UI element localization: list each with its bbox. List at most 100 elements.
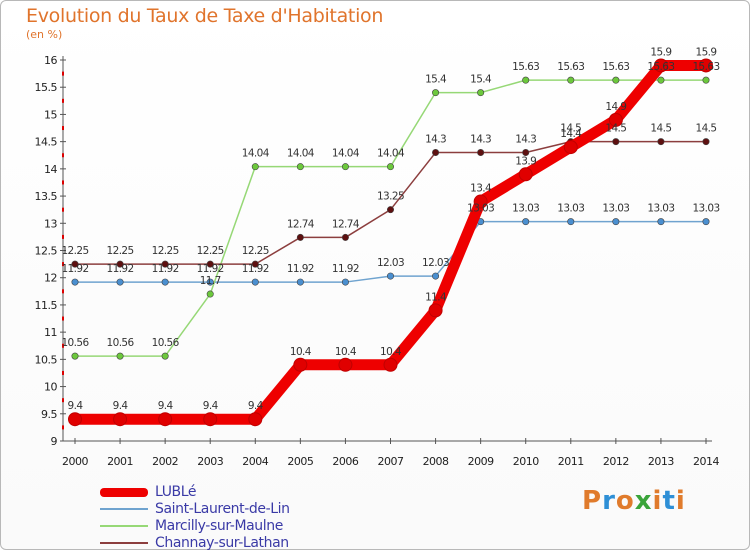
data-point [428,303,443,318]
data-point [518,167,533,182]
y-tick-label: 10.5 [35,353,58,366]
x-tick-label: 2005 [287,455,313,468]
x-tick-label: 2012 [603,455,629,468]
data-label: 12.03 [377,257,404,269]
y-tick-label: 9 [51,435,58,448]
data-point [657,138,665,146]
unit-label: (en %) [26,28,63,41]
legend-swatch [100,487,148,497]
data-label: 14.5 [605,123,626,135]
data-point [296,278,304,286]
data-point [522,149,530,157]
y-tick-label: 13.5 [35,190,58,203]
data-label: 11.92 [152,263,179,275]
brand-letter: x [634,486,653,516]
legend-label: Saint-Laurent-de-Lin [155,501,290,517]
data-point [71,260,79,268]
x-tick-label: 2006 [332,455,358,468]
data-label: 11.92 [61,263,88,275]
data-label: 14.04 [377,148,405,160]
data-label: 14.5 [560,123,581,135]
data-point [338,357,353,372]
data-label: 12.25 [61,245,88,257]
data-label: 14.9 [605,101,626,113]
data-label: 12.25 [242,245,269,257]
y-tick-label: 15 [44,108,57,121]
data-point [71,278,79,286]
data-label: 14.3 [425,134,446,146]
data-label: 15.63 [692,61,719,73]
y-tick-label: 15.5 [35,81,58,94]
data-point [383,357,398,372]
data-label: 15.4 [425,74,447,86]
y-tick-label: 14.5 [35,136,58,149]
data-point [251,163,259,171]
data-label: 9.4 [158,400,174,412]
y-tick-label: 11 [44,326,57,339]
data-point [341,278,349,286]
x-tick-label: 2000 [62,455,88,468]
data-label: 11.92 [287,263,314,275]
data-label: 10.56 [61,337,89,349]
data-label: 9.4 [68,400,84,412]
y-tick-label: 9.5 [41,408,57,421]
data-label: 14.5 [696,123,717,135]
y-tick-label: 10 [44,381,57,394]
data-label: 9.4 [248,400,264,412]
legend-label: LUBLé [155,484,197,500]
x-tick-label: 2011 [558,455,584,468]
data-point [158,412,173,427]
brand-letter: P [582,486,603,516]
data-label: 12.25 [107,245,134,257]
data-point [161,352,169,360]
data-label: 13.03 [557,203,584,215]
legend-swatch [100,508,148,510]
brand-letter: t [662,486,676,516]
data-label: 13.4 [470,183,492,195]
data-point [702,218,710,226]
data-label: 12.74 [287,218,315,230]
y-tick-label: 16 [44,54,57,67]
data-label: 11.92 [197,263,224,275]
legend-label: Marcilly-sur-Maulne [155,518,283,534]
data-label: 10.4 [335,346,357,358]
data-label: 13.9 [515,155,536,167]
data-label: 15.63 [602,61,629,73]
data-label: 15.9 [650,46,671,58]
data-label: 12.25 [197,245,224,257]
brand-letter: o [615,486,635,516]
data-point [296,233,304,241]
brand-letter: i [652,486,663,516]
y-tick-label: 12.5 [35,245,58,258]
data-label: 15.63 [557,61,584,73]
data-point [699,58,713,73]
data-point [386,272,394,280]
data-label: 14.5 [650,123,671,135]
brand-letter: i [675,486,686,516]
y-tick-label: 14 [44,163,57,176]
brand-logo: Proxiti [582,486,686,516]
data-label: 12.03 [422,257,449,269]
data-point [477,89,485,97]
data-label: 9.4 [113,400,129,412]
data-point [657,76,665,84]
data-label: 14.3 [515,134,536,146]
data-point [161,260,169,268]
data-label: 14.3 [470,134,491,146]
data-label: 13.03 [692,203,719,215]
data-point [293,357,308,372]
data-label: 14.04 [242,148,270,160]
x-tick-label: 2004 [242,455,268,468]
data-point [432,149,440,157]
data-label: 14.4 [560,128,582,140]
data-point [567,218,575,226]
data-point [522,76,530,84]
data-point [612,138,620,146]
data-label: 11.92 [107,263,134,275]
data-point [612,218,620,226]
legend-label: Channay-sur-Lathan [155,535,289,551]
data-point [113,412,128,427]
data-label: 15.4 [470,74,492,86]
data-point [206,290,214,298]
